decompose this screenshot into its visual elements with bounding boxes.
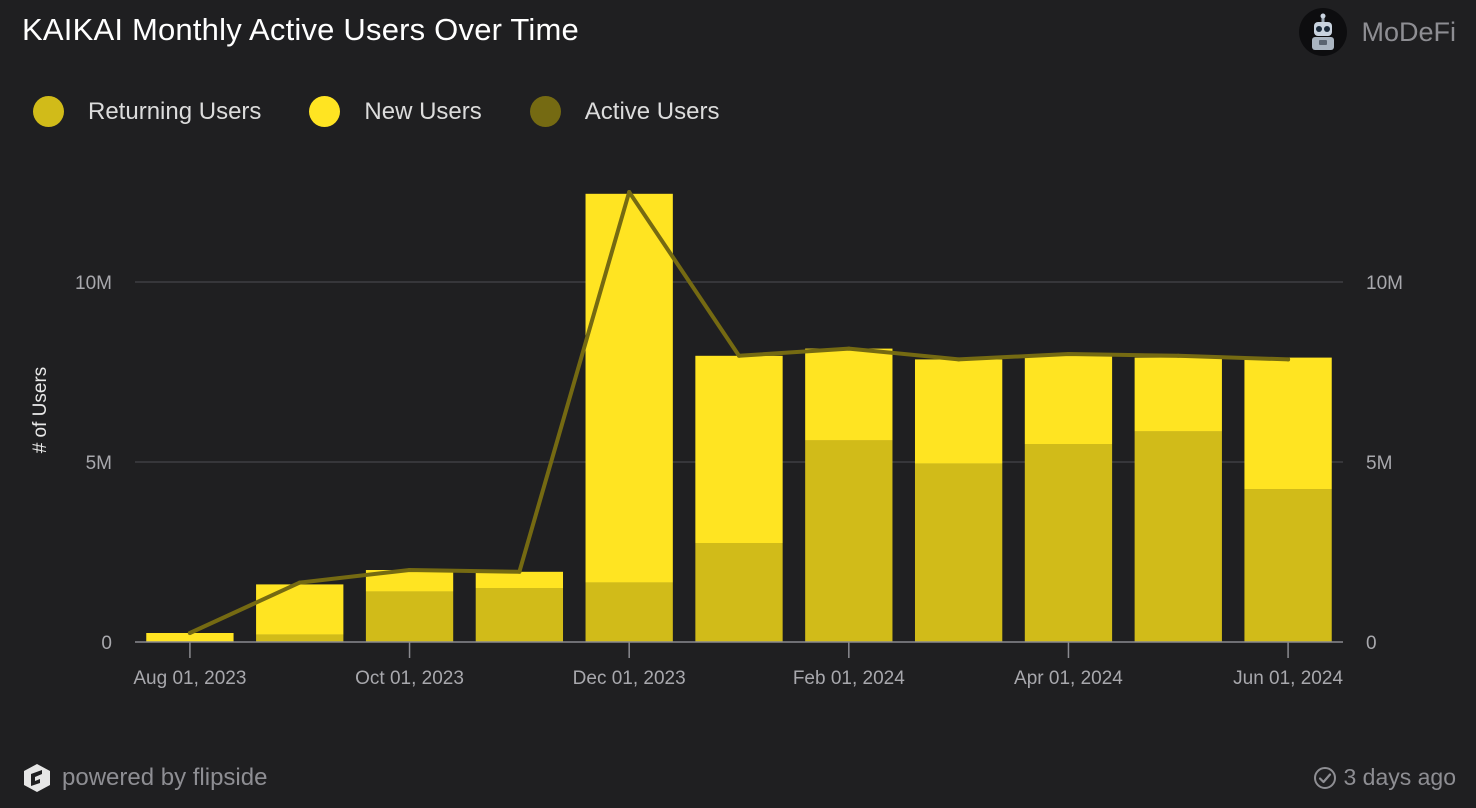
y-tick-label-right: 10M [1366, 273, 1403, 294]
bar-returning-users [695, 543, 783, 642]
point-active-users [1286, 357, 1291, 362]
legend-swatch-new-users [309, 96, 341, 127]
legend-label-new-users: New Users [364, 97, 482, 125]
bar-new-users [1244, 357, 1332, 489]
x-tick-label: Feb 01, 2024 [793, 668, 905, 689]
legend-item-active-users[interactable]: Active Users [529, 96, 720, 127]
point-active-users [517, 569, 522, 574]
bar-new-users [1134, 357, 1222, 432]
bar-returning-users [1024, 444, 1113, 642]
y-axis-label: # of Users [30, 367, 51, 454]
legend-label-active-users: Active Users [584, 97, 720, 125]
x-tick-label: Oct 01, 2023 [355, 668, 464, 689]
last-updated: 3 days ago [1313, 764, 1456, 791]
point-active-users [846, 346, 851, 351]
chart-title: KAIKAI Monthly Active Users Over Time [22, 12, 579, 47]
bar-new-users [475, 571, 564, 588]
bar-new-users [805, 348, 893, 441]
robot-avatar-icon [1299, 8, 1348, 56]
bar-returning-users [256, 634, 344, 642]
author-badge[interactable]: MoDeFi [1299, 8, 1456, 56]
bar-new-users [914, 359, 1003, 464]
bar-new-users [1024, 355, 1113, 444]
legend-swatch-returning-users [33, 96, 64, 127]
legend-label-returning-users: Returning Users [88, 97, 262, 125]
bar-returning-users [1244, 489, 1332, 642]
x-tick-label: Jun 01, 2024 [1233, 668, 1343, 689]
bar-returning-users [1134, 431, 1222, 642]
bar-new-users [146, 633, 234, 642]
legend-item-new-users[interactable]: New Users [309, 96, 482, 127]
point-active-users [956, 357, 961, 362]
bar-new-users [365, 570, 454, 592]
y-tick-label-left: 5M [86, 453, 112, 474]
bar-returning-users [914, 463, 1003, 642]
updated-label: 3 days ago [1343, 764, 1456, 790]
y-tick-label-right: 0 [1366, 633, 1377, 654]
y-tick-label-left: 10M [75, 273, 112, 294]
legend-swatch-active-users [529, 96, 561, 127]
bar-new-users [585, 193, 673, 583]
bar-new-users [256, 584, 344, 635]
bar-returning-users [585, 582, 673, 642]
bar-returning-users [475, 588, 564, 642]
flipside-logo-icon [24, 764, 50, 792]
point-active-users [297, 580, 302, 585]
x-tick-label: Dec 01, 2023 [573, 668, 686, 689]
point-active-users [1066, 352, 1071, 356]
point-active-users [627, 190, 632, 194]
x-tick-label: Aug 01, 2023 [133, 668, 246, 689]
check-circle-icon [1314, 766, 1337, 789]
point-active-users [407, 568, 412, 572]
powered-by-flipside[interactable]: powered by flipside [22, 762, 267, 794]
bar-new-users [695, 355, 783, 543]
chart-legend: Returning Users New Users Active Users [33, 96, 767, 127]
y-tick-label-left: 0 [101, 633, 112, 654]
legend-item-returning-users[interactable]: Returning Users [33, 96, 261, 127]
bar-returning-users [365, 591, 454, 642]
point-active-users [187, 631, 192, 635]
bar-returning-users [805, 440, 893, 642]
x-tick-label: Apr 01, 2024 [1014, 668, 1123, 689]
point-active-users [1176, 353, 1181, 358]
powered-by-label: powered by flipside [62, 764, 268, 791]
y-tick-label-right: 5M [1366, 453, 1392, 474]
point-active-users [737, 353, 741, 358]
author-name[interactable]: MoDeFi [1361, 16, 1456, 47]
